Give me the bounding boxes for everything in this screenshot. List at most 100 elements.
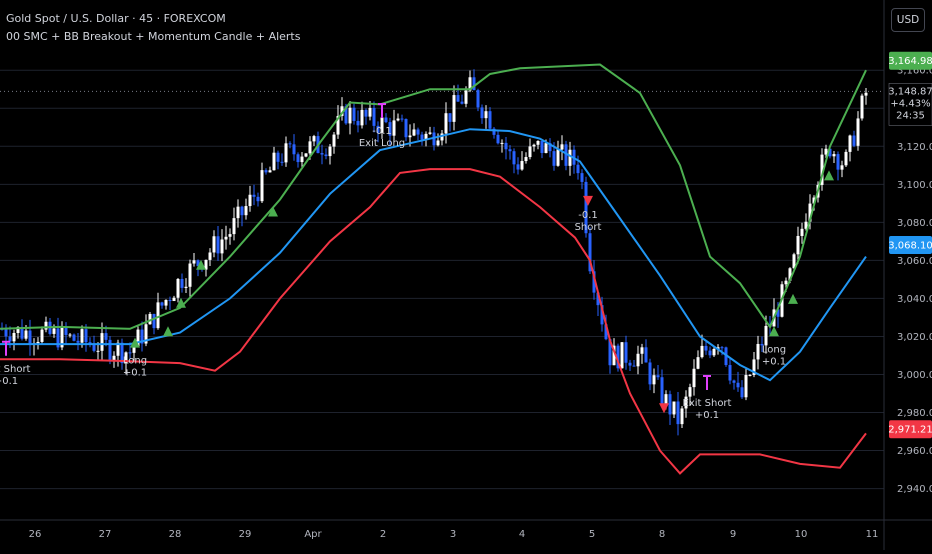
candle-body — [320, 153, 324, 155]
candle-body — [124, 352, 128, 364]
candle-body — [564, 144, 568, 166]
candle-body — [440, 133, 444, 141]
long-marker — [163, 326, 173, 337]
candle-body — [388, 122, 392, 136]
candle-body — [264, 170, 268, 173]
candle-body — [192, 260, 196, 264]
time-tick-label: 3 — [450, 529, 456, 540]
short-marker — [659, 403, 669, 414]
candle-body — [252, 194, 256, 197]
candle-body — [328, 146, 332, 157]
candle-body — [156, 302, 160, 329]
candle-body — [568, 149, 572, 166]
candle-body — [840, 165, 844, 170]
candle-body — [720, 347, 724, 349]
candle-body — [12, 332, 16, 342]
short-marker — [583, 195, 593, 206]
candle-body — [384, 117, 388, 123]
price-tick-label: 2,980.00 — [897, 408, 932, 419]
candle-body — [92, 344, 96, 351]
candle-body — [752, 359, 756, 375]
candle-body — [480, 107, 484, 119]
candle-body — [860, 95, 864, 119]
price-tick-label: 3,120.00 — [897, 142, 932, 153]
candle-body — [80, 329, 84, 343]
time-tick-label: 4 — [519, 529, 525, 540]
candle-body — [848, 135, 852, 152]
candle-body — [528, 146, 532, 158]
candle-body — [632, 365, 636, 367]
candle-body — [196, 260, 200, 267]
price-tick-label: 3,040.00 — [897, 294, 932, 305]
candle-body — [116, 342, 120, 356]
candle-body — [108, 339, 112, 360]
marker-label: +0.1 — [762, 356, 786, 367]
candle-body — [236, 206, 240, 219]
candle-body — [744, 374, 748, 398]
candle-body — [748, 374, 752, 376]
candle-body — [732, 380, 736, 383]
candle-body — [804, 221, 808, 229]
candle-body — [164, 299, 168, 306]
candle-body — [460, 101, 464, 104]
candle-body — [740, 387, 744, 398]
candle-body — [260, 170, 264, 202]
candle-body — [668, 394, 672, 415]
time-tick-label: 2 — [380, 529, 386, 540]
candle-body — [452, 95, 456, 122]
candle-body — [428, 132, 432, 134]
price-tick-label: 3,000.00 — [897, 370, 932, 381]
candle-body — [504, 142, 508, 150]
candle-body — [788, 268, 792, 281]
candle-body — [660, 377, 664, 405]
candle-body — [652, 375, 656, 385]
candle-body — [204, 259, 208, 270]
last-price-text: 3,148.87 — [888, 86, 932, 97]
candle-body — [444, 113, 448, 134]
candle-body — [296, 154, 300, 163]
candle-body — [536, 140, 540, 145]
candle-body — [76, 340, 80, 343]
marker-label: Long — [123, 356, 147, 367]
candle-body — [220, 239, 224, 254]
time-tick-label: Apr — [304, 529, 322, 540]
candle-body — [140, 329, 144, 344]
candle-body — [308, 141, 312, 154]
candle-body — [180, 278, 184, 288]
candle-body — [368, 107, 372, 117]
candle-body — [16, 326, 20, 333]
candle-body — [700, 345, 704, 358]
candle-body — [360, 109, 364, 126]
candle-body — [664, 394, 668, 405]
candle-body — [484, 111, 488, 119]
candle-body — [836, 154, 840, 170]
candle-body — [512, 151, 516, 165]
currency-button[interactable]: USD — [891, 8, 925, 32]
candle-body — [736, 382, 740, 388]
candle-body — [712, 349, 716, 356]
candle-body — [704, 345, 708, 351]
marker-label: +0.1 — [695, 410, 719, 421]
candle-body — [100, 333, 104, 351]
candle-body — [284, 143, 288, 163]
candle-body — [392, 120, 396, 136]
indicator-title[interactable]: 00 SMC + BB Breakout + Momentum Candle +… — [6, 30, 301, 43]
candle-body — [552, 151, 556, 166]
candle-body — [532, 144, 536, 147]
symbol-title[interactable]: Gold Spot / U.S. Dollar · 45 · FOREXCOM — [6, 12, 226, 25]
candle-body — [160, 302, 164, 306]
candle-body — [348, 107, 352, 124]
time-tick-label: 10 — [795, 529, 808, 540]
candle-body — [356, 120, 360, 126]
candle-body — [400, 118, 404, 120]
candle-body — [292, 144, 296, 155]
candle-body — [232, 218, 236, 235]
candle-body — [852, 135, 856, 146]
candle-body — [168, 299, 172, 302]
candle-body — [592, 271, 596, 293]
candle-body — [144, 324, 148, 344]
candle-body — [540, 140, 544, 153]
upper-band-last-text: 3,164.98 — [888, 56, 932, 67]
